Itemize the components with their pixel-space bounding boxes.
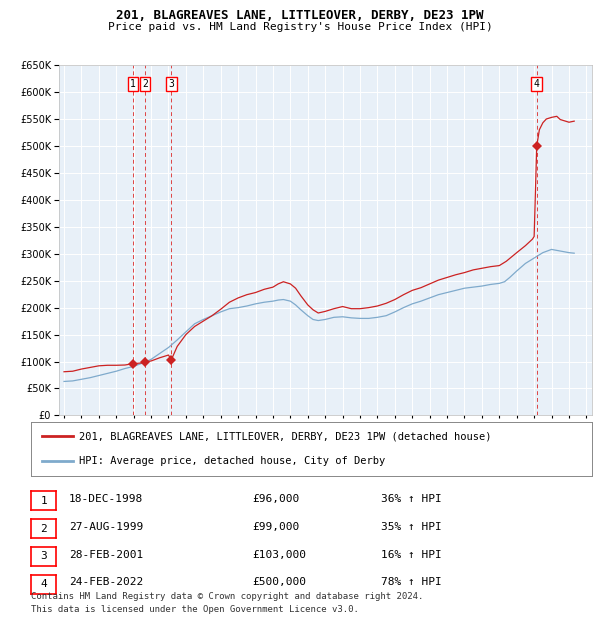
Text: HPI: Average price, detached house, City of Derby: HPI: Average price, detached house, City… xyxy=(79,456,385,466)
Text: 4: 4 xyxy=(40,579,47,590)
Text: 35% ↑ HPI: 35% ↑ HPI xyxy=(381,521,442,532)
Text: £96,000: £96,000 xyxy=(252,494,299,504)
Text: 16% ↑ HPI: 16% ↑ HPI xyxy=(381,549,442,560)
Text: 4: 4 xyxy=(534,79,539,89)
Text: 201, BLAGREAVES LANE, LITTLEOVER, DERBY, DE23 1PW: 201, BLAGREAVES LANE, LITTLEOVER, DERBY,… xyxy=(116,9,484,22)
Text: 28-FEB-2001: 28-FEB-2001 xyxy=(69,549,143,560)
Text: 201, BLAGREAVES LANE, LITTLEOVER, DERBY, DE23 1PW (detached house): 201, BLAGREAVES LANE, LITTLEOVER, DERBY,… xyxy=(79,432,491,441)
Text: Price paid vs. HM Land Registry's House Price Index (HPI): Price paid vs. HM Land Registry's House … xyxy=(107,22,493,32)
Text: 36% ↑ HPI: 36% ↑ HPI xyxy=(381,494,442,504)
Text: £500,000: £500,000 xyxy=(252,577,306,588)
Text: 1: 1 xyxy=(40,495,47,506)
Text: 3: 3 xyxy=(40,551,47,562)
Text: 24-FEB-2022: 24-FEB-2022 xyxy=(69,577,143,588)
Text: This data is licensed under the Open Government Licence v3.0.: This data is licensed under the Open Gov… xyxy=(31,604,359,614)
Text: Contains HM Land Registry data © Crown copyright and database right 2024.: Contains HM Land Registry data © Crown c… xyxy=(31,592,424,601)
Text: £103,000: £103,000 xyxy=(252,549,306,560)
Text: 3: 3 xyxy=(169,79,174,89)
Text: 2: 2 xyxy=(40,523,47,534)
Text: 27-AUG-1999: 27-AUG-1999 xyxy=(69,521,143,532)
Text: 18-DEC-1998: 18-DEC-1998 xyxy=(69,494,143,504)
Text: £99,000: £99,000 xyxy=(252,521,299,532)
Text: 2: 2 xyxy=(142,79,148,89)
Text: 78% ↑ HPI: 78% ↑ HPI xyxy=(381,577,442,588)
Text: 1: 1 xyxy=(130,79,136,89)
